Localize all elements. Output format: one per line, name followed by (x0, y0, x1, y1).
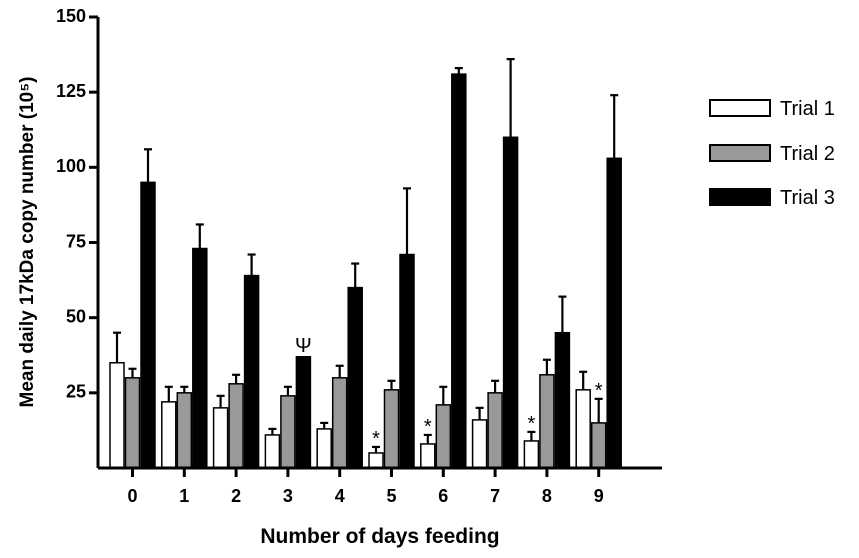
legend-swatch-trial-3 (709, 188, 771, 206)
bar-trial-2-day-7 (487, 392, 503, 469)
annotation-4-day-9: * (595, 380, 603, 402)
bar-trial-2-day-6 (435, 404, 452, 469)
y-tick-label-75: 75 (66, 231, 86, 251)
y-tick-label-125: 125 (56, 81, 86, 101)
legend-item-trial-2: Trial 2 (709, 143, 835, 165)
bar-trial-1-day-8 (523, 440, 540, 469)
legend-label-trial-2: Trial 2 (780, 143, 835, 165)
bars-layer (109, 73, 622, 469)
bar-trial-3-day-5 (399, 253, 415, 469)
legend-label-trial-1: Trial 1 (780, 98, 835, 120)
y-ticks-layer: 25 50 75 100 125 150 (56, 6, 98, 402)
bar-trial-3-day-0 (140, 181, 156, 469)
x-tick-label-5: 5 (386, 486, 396, 506)
legend-item-trial-3: Trial 3 (709, 187, 835, 209)
bar-trial-1-day-9 (575, 389, 591, 469)
y-axis-label: Mean daily 17kDa copy number (10⁵) (17, 77, 38, 408)
y-tick-label-50: 50 (66, 306, 86, 326)
bar-trial-2-day-9 (590, 422, 607, 469)
bar-trial-1-day-1 (161, 401, 177, 469)
annotation-3-day-8: * (528, 413, 536, 435)
bar-trial-1-day-2 (212, 407, 229, 469)
bar-trial-3-day-6 (451, 73, 467, 469)
annotation-2-day-6: * (424, 416, 432, 438)
bar-trial-1-day-7 (471, 419, 488, 469)
bar-trial-3-day-1 (192, 247, 208, 469)
x-tick-label-4: 4 (335, 486, 345, 506)
x-tick-label-7: 7 (490, 486, 500, 506)
legend-swatch-trial-1 (709, 99, 771, 117)
annotations-layer: Ψ * * * * (295, 335, 603, 450)
bar-trial-1-day-4 (316, 428, 332, 469)
bar-trial-3-day-4 (347, 286, 363, 469)
legend-item-trial-1: Trial 1 (709, 98, 835, 120)
bar-trial-3-day-8 (554, 331, 571, 469)
bar-trial-2-day-3 (280, 395, 296, 469)
annotation-1-day-5: * (372, 428, 380, 450)
bar-trial-2-day-4 (331, 377, 348, 469)
annotation-0-day-3: Ψ (295, 335, 312, 357)
bar-trial-2-day-8 (539, 374, 555, 469)
x-tick-label-1: 1 (179, 486, 189, 506)
y-tick-label-150: 150 (56, 6, 86, 26)
legend-swatch-trial-2 (709, 144, 771, 162)
bar-trial-2-day-2 (228, 383, 244, 469)
x-tick-label-9: 9 (594, 486, 604, 506)
x-tick-label-8: 8 (542, 486, 552, 506)
legend: Trial 1 Trial 2 Trial 3 (709, 98, 835, 209)
legend-label-trial-3: Trial 3 (780, 187, 835, 209)
bar-trial-3-day-2 (243, 274, 260, 469)
y-tick-label-100: 100 (56, 156, 86, 176)
bar-trial-2-day-0 (124, 377, 141, 469)
bar-trial-1-day-0 (109, 362, 125, 469)
bar-trial-1-day-3 (264, 434, 281, 469)
x-tick-label-3: 3 (283, 486, 293, 506)
x-tick-label-0: 0 (127, 486, 137, 506)
bar-trial-2-day-1 (176, 392, 193, 469)
bar-trial-1-day-6 (420, 443, 436, 469)
error-bars-layer (113, 57, 619, 453)
bar-trial-3-day-9 (606, 157, 622, 469)
x-tick-label-2: 2 (231, 486, 241, 506)
x-ticks-layer: 0 1 2 3 4 5 6 7 8 9 (127, 468, 604, 506)
bar-trial-2-day-5 (383, 389, 400, 469)
x-axis-label: Number of days feeding (260, 525, 499, 548)
bar-trial-1-day-5 (368, 452, 384, 469)
bar-trial-3-day-7 (502, 136, 519, 469)
bar-trial-3-day-3 (295, 356, 312, 469)
y-tick-label-25: 25 (66, 382, 86, 402)
x-tick-label-6: 6 (438, 486, 448, 506)
